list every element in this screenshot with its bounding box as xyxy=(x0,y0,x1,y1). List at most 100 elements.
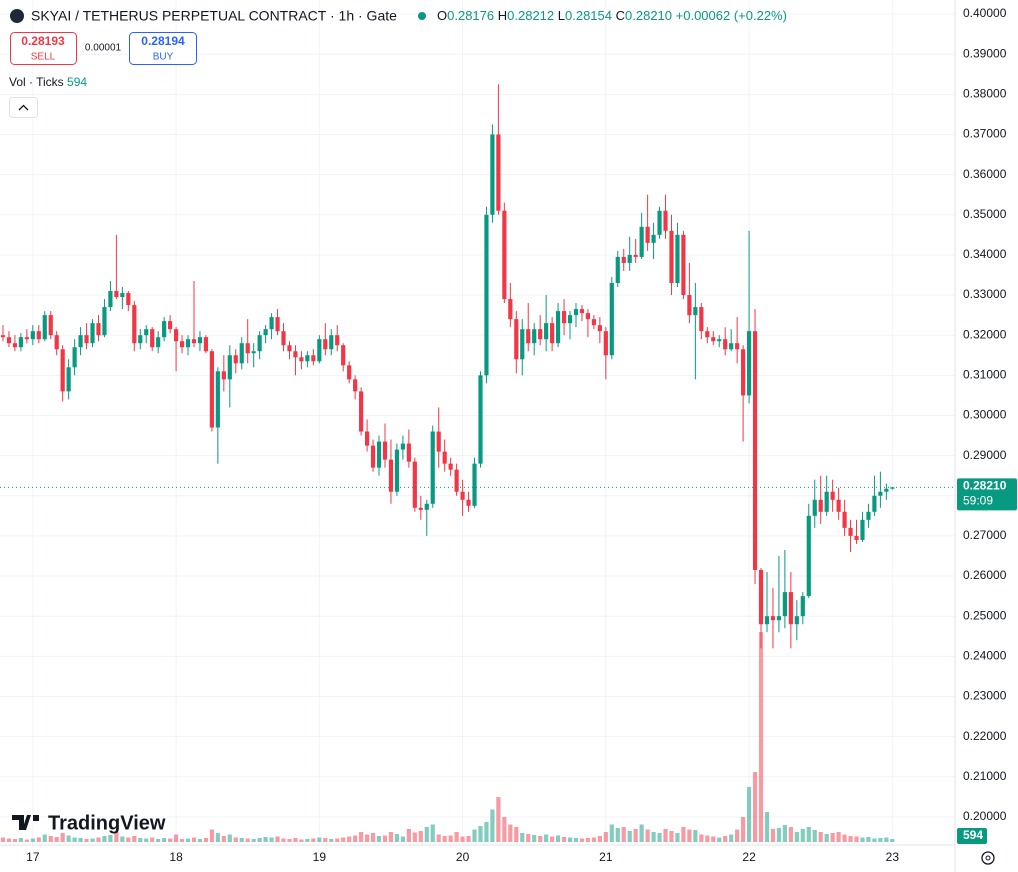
y-tick-label: 0.40000 xyxy=(963,6,1007,20)
candle-body xyxy=(639,226,644,257)
volume-bar xyxy=(341,837,346,842)
candle-body xyxy=(12,343,18,348)
candle-body xyxy=(305,355,310,362)
candle-body xyxy=(36,331,41,340)
candle-body xyxy=(717,339,722,342)
volume-bar xyxy=(24,839,29,842)
volume-bar xyxy=(854,836,859,842)
buy-button[interactable] xyxy=(129,32,197,65)
candle-body xyxy=(526,329,531,344)
x-tick-label: 20 xyxy=(456,850,470,864)
candle-body xyxy=(239,343,244,364)
volume-bar xyxy=(245,838,250,842)
candle-body xyxy=(102,307,107,336)
volume-bar xyxy=(687,829,692,842)
change: +0.00062 (+0.22%) xyxy=(676,8,787,23)
sell-price: 0.28193 xyxy=(21,34,65,48)
volume-bar xyxy=(347,836,352,842)
y-tick-label: 0.27000 xyxy=(963,528,1007,542)
candle-body xyxy=(138,335,143,344)
candle-body xyxy=(824,491,829,512)
volume-bar xyxy=(382,835,388,842)
candle-body xyxy=(484,214,489,376)
candle-body xyxy=(430,431,435,504)
volume-bar xyxy=(860,837,865,842)
volume-bar xyxy=(400,836,405,842)
volume-bar xyxy=(723,836,728,842)
settings-icon[interactable] xyxy=(981,851,995,865)
candle-body xyxy=(597,325,602,332)
volume-legend-name: Vol · Ticks xyxy=(9,75,64,89)
candle-body xyxy=(299,357,304,362)
candle-body xyxy=(550,323,555,344)
candle-body xyxy=(782,592,787,617)
volume-bar xyxy=(18,838,23,842)
candle-body xyxy=(657,210,662,235)
candle-body xyxy=(812,499,817,516)
candle-body xyxy=(746,331,752,396)
volume-bar xyxy=(490,809,495,842)
volume-bar xyxy=(90,838,95,842)
candle-body xyxy=(197,337,203,344)
candle-body xyxy=(126,293,131,306)
candle-body xyxy=(227,355,232,380)
volume-bar xyxy=(150,837,155,842)
candle-body xyxy=(675,234,680,284)
candle-body xyxy=(412,461,417,508)
ohlc-value: 0.28210 xyxy=(625,8,672,23)
collapse-button[interactable] xyxy=(9,97,38,118)
volume-bar xyxy=(454,832,459,842)
volume-bar xyxy=(370,833,376,842)
volume-bar xyxy=(699,834,704,842)
candle-body xyxy=(168,321,173,330)
volume-bar xyxy=(729,834,734,842)
candle-body xyxy=(645,226,650,243)
logo-mark xyxy=(12,815,39,830)
y-tick-label: 0.22000 xyxy=(963,729,1007,743)
candle-body xyxy=(329,335,334,350)
logo-text: TradingView xyxy=(48,812,166,834)
candle-body xyxy=(788,592,793,625)
candles xyxy=(0,84,955,649)
candle-body xyxy=(735,343,740,350)
candle-body xyxy=(872,495,877,512)
volume-bar xyxy=(711,836,716,842)
x-tick-label: 17 xyxy=(26,850,40,864)
countdown: 59:09 xyxy=(963,494,993,508)
y-tick-label: 0.23000 xyxy=(963,689,1007,703)
candle-body xyxy=(263,329,268,336)
candle-body xyxy=(323,339,328,350)
volume-bar xyxy=(663,829,668,842)
volume-bar xyxy=(824,834,829,842)
ohlc-key: H xyxy=(498,8,507,23)
sell-button[interactable] xyxy=(10,32,77,65)
volume-bar xyxy=(54,837,59,842)
volume-bar xyxy=(263,837,268,842)
volume-bar xyxy=(305,839,310,842)
candle-body xyxy=(251,351,256,354)
candle-body xyxy=(848,527,853,536)
candle-body xyxy=(794,616,799,625)
candle-body xyxy=(257,335,262,352)
chart-title: SKYAI / TETHERUS PERPETUAL CONTRACT · 1h… xyxy=(31,8,397,24)
candle-body xyxy=(376,441,382,468)
candle-body xyxy=(603,331,608,356)
volume-bar xyxy=(84,839,89,842)
candle-body xyxy=(884,488,889,492)
volume-bar xyxy=(669,831,674,842)
volume-bar xyxy=(311,838,316,842)
volume-bar xyxy=(735,829,740,842)
candle-body xyxy=(466,499,471,506)
y-tick-label: 0.35000 xyxy=(963,207,1007,221)
volume-bar xyxy=(275,836,280,842)
candle-body xyxy=(287,345,292,352)
volume-legend-value: 594 xyxy=(67,75,87,89)
candle-body xyxy=(711,337,716,342)
volume-bar xyxy=(466,836,471,842)
y-tick-label: 0.37000 xyxy=(963,127,1007,141)
volume-bar xyxy=(615,828,620,842)
candle-body xyxy=(400,443,405,450)
volume-bar xyxy=(6,838,12,842)
candle-body xyxy=(317,339,322,362)
